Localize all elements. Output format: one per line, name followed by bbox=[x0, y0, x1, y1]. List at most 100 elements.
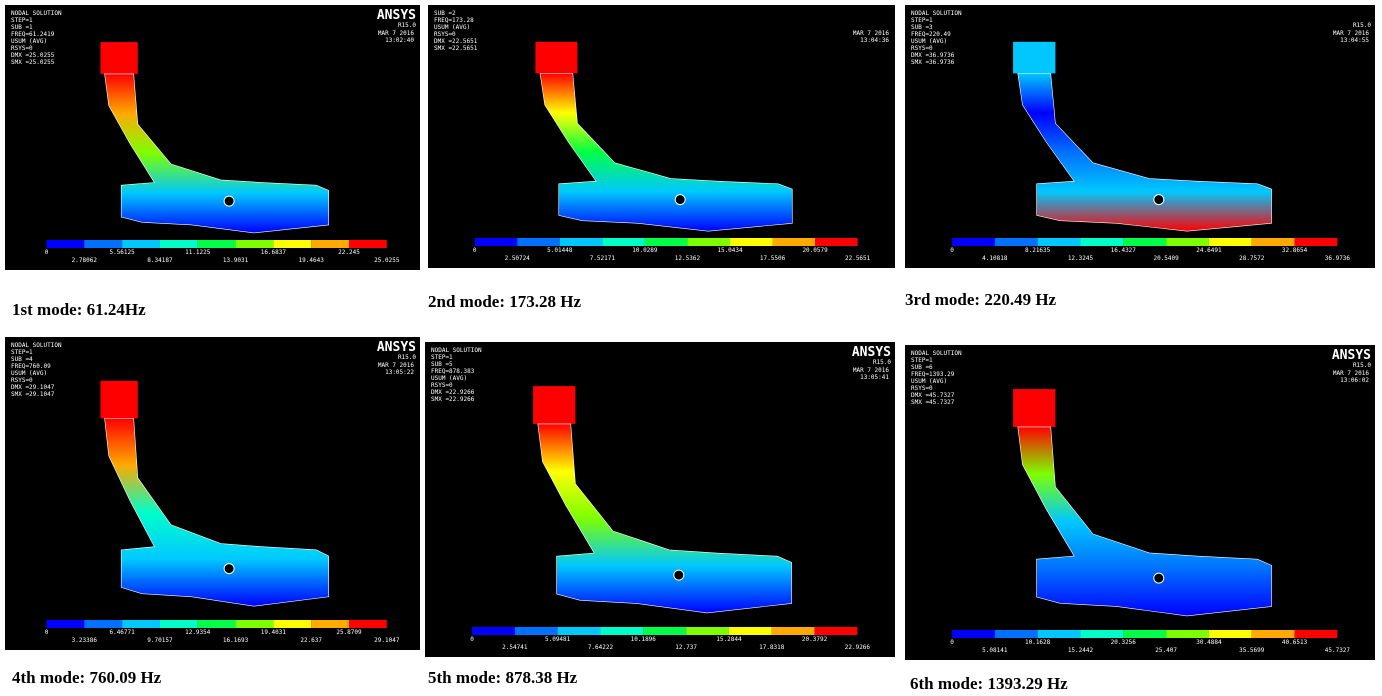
legend-swatch bbox=[122, 240, 160, 248]
legend-label: 30.4884 bbox=[1196, 639, 1222, 646]
legend-swatch bbox=[349, 620, 387, 628]
info-text: SUB =6 bbox=[911, 364, 933, 371]
legend-swatch bbox=[160, 620, 198, 628]
hole bbox=[675, 195, 685, 205]
legend-swatch bbox=[952, 238, 995, 246]
legend-swatch bbox=[122, 620, 160, 628]
info-text: STEP=1 bbox=[11, 17, 33, 24]
legend-label: 19.4031 bbox=[261, 629, 287, 636]
legend-label: 17.5506 bbox=[760, 255, 786, 262]
info-text: RSYS=0 bbox=[431, 382, 453, 389]
legend-label: 8.34187 bbox=[147, 257, 173, 264]
legend-label: 2.78062 bbox=[72, 257, 98, 264]
legend-label: 19.4643 bbox=[299, 257, 325, 264]
block bbox=[100, 42, 137, 74]
info-text: NODAL SOLUTION bbox=[911, 10, 962, 17]
ansys-logo: ANSYS bbox=[377, 8, 416, 23]
legend-label: 20.3256 bbox=[1111, 639, 1137, 646]
legend-label: 0 bbox=[45, 249, 49, 256]
legend-swatch bbox=[1123, 630, 1166, 638]
legend-swatch bbox=[730, 238, 773, 246]
legend-label: 10.0289 bbox=[632, 247, 658, 254]
caption: 6th mode: 1393.29 Hz bbox=[910, 674, 1068, 694]
legend-label: 11.1225 bbox=[185, 249, 211, 256]
info-text: SUB =4 bbox=[11, 356, 33, 363]
legend-swatch bbox=[643, 627, 686, 635]
legend-label: 24.6491 bbox=[1196, 247, 1222, 254]
legend-swatch bbox=[952, 630, 995, 638]
legend-swatch bbox=[995, 238, 1038, 246]
legend-label: 20.5409 bbox=[1153, 255, 1179, 262]
legend-swatch bbox=[1252, 630, 1295, 638]
info-text: FREQ=1393.29 bbox=[911, 371, 955, 378]
legend-label: 2.50724 bbox=[505, 255, 531, 262]
info-text: DMX =36.9736 bbox=[911, 52, 955, 59]
legend-swatch bbox=[273, 240, 311, 248]
bracket bbox=[538, 424, 792, 613]
info-text: FREQ=760.09 bbox=[11, 363, 51, 370]
info-text: DMX =29.1047 bbox=[11, 384, 55, 391]
legend-swatch bbox=[815, 238, 858, 246]
legend-swatch bbox=[1166, 630, 1209, 638]
info-text: USUM (AVG) bbox=[911, 38, 947, 45]
legend-label: 2.54741 bbox=[502, 644, 528, 651]
block bbox=[1013, 42, 1055, 74]
legend-swatch bbox=[687, 238, 730, 246]
legend-label: 16.4327 bbox=[1111, 247, 1137, 254]
info-text: RSYS=0 bbox=[11, 377, 33, 384]
legend-swatch bbox=[160, 240, 198, 248]
legend-swatch bbox=[772, 627, 815, 635]
info-text: SUB =1 bbox=[11, 24, 33, 31]
legend-label: 6.46771 bbox=[109, 629, 135, 636]
figure: NODAL SOLUTIONSTEP=1SUB =1FREQ=61.2419US… bbox=[0, 0, 1382, 696]
bracket bbox=[105, 74, 329, 233]
legend-label: 9.70157 bbox=[147, 637, 173, 644]
info-text: USUM (AVG) bbox=[434, 24, 470, 31]
legend-swatch bbox=[472, 627, 515, 635]
legend-swatch bbox=[1123, 238, 1166, 246]
legend-swatch bbox=[349, 240, 387, 248]
info-text: SUB =2 bbox=[434, 10, 456, 17]
legend-label: 35.5699 bbox=[1239, 647, 1265, 654]
block bbox=[533, 386, 575, 424]
info-text: SMX =45.7327 bbox=[911, 399, 955, 406]
legend-label: 45.7327 bbox=[1325, 647, 1351, 654]
legend-label: 15.2442 bbox=[1068, 647, 1094, 654]
time: 13:04:55 bbox=[1340, 37, 1369, 44]
legend-swatch bbox=[995, 630, 1038, 638]
legend-swatch bbox=[84, 620, 122, 628]
legend-label: 12.737 bbox=[675, 644, 697, 651]
hole bbox=[674, 570, 684, 580]
time: 13:05:41 bbox=[860, 374, 889, 381]
legend-label: 36.9736 bbox=[1325, 255, 1351, 262]
legend-swatch bbox=[602, 238, 645, 246]
info-text: SUB =5 bbox=[431, 361, 453, 368]
info-text: DMX =45.7327 bbox=[911, 392, 955, 399]
legend-swatch bbox=[1252, 238, 1295, 246]
legend-label: 15.0434 bbox=[717, 247, 743, 254]
info-text: SMX =29.1047 bbox=[11, 391, 55, 398]
info-text: RSYS=0 bbox=[911, 45, 933, 52]
legend-swatch bbox=[686, 627, 729, 635]
info-text: USUM (AVG) bbox=[911, 378, 947, 385]
time: 13:02:40 bbox=[385, 37, 414, 44]
version: R15.0 bbox=[1353, 362, 1371, 369]
info-text: RSYS=0 bbox=[11, 45, 33, 52]
info-text: NODAL SOLUTION bbox=[431, 347, 482, 354]
legend-swatch bbox=[645, 238, 688, 246]
info-text: RSYS=0 bbox=[911, 385, 933, 392]
legend-label: 12.9354 bbox=[185, 629, 211, 636]
legend-label: 4.10818 bbox=[982, 255, 1008, 262]
legend-label: 0 bbox=[950, 247, 954, 254]
legend-swatch bbox=[1080, 238, 1123, 246]
legend-label: 5.08141 bbox=[982, 647, 1008, 654]
hole bbox=[224, 196, 234, 206]
block bbox=[100, 381, 137, 419]
version: R15.0 bbox=[398, 354, 416, 361]
info-text: STEP=1 bbox=[11, 349, 33, 356]
time: 13:06:02 bbox=[1340, 377, 1369, 384]
info-text: USUM (AVG) bbox=[11, 38, 47, 45]
